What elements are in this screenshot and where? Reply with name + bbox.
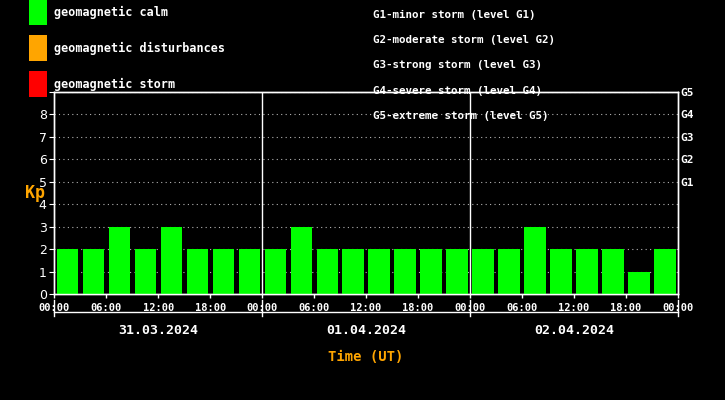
Text: geomagnetic storm: geomagnetic storm [54, 78, 175, 90]
Text: 02.04.2024: 02.04.2024 [534, 324, 614, 337]
Bar [629, 272, 650, 294]
Bar [654, 249, 676, 294]
Text: geomagnetic disturbances: geomagnetic disturbances [54, 42, 225, 54]
Bar [420, 249, 442, 294]
Bar [498, 249, 520, 294]
Bar [186, 249, 208, 294]
Text: G2-moderate storm (level G2): G2-moderate storm (level G2) [373, 35, 555, 45]
Bar [447, 249, 468, 294]
Bar [317, 249, 338, 294]
Text: 31.03.2024: 31.03.2024 [118, 324, 199, 337]
Text: G5-extreme storm (level G5): G5-extreme storm (level G5) [373, 111, 549, 121]
Y-axis label: Kp: Kp [25, 184, 44, 202]
Text: G1-minor storm (level G1): G1-minor storm (level G1) [373, 10, 536, 20]
Bar [394, 249, 415, 294]
Bar [368, 249, 390, 294]
Bar [291, 227, 312, 294]
Text: 01.04.2024: 01.04.2024 [326, 324, 406, 337]
Text: G3-strong storm (level G3): G3-strong storm (level G3) [373, 60, 542, 70]
Bar [473, 249, 494, 294]
Bar [342, 249, 364, 294]
Bar [576, 249, 597, 294]
Bar [524, 227, 546, 294]
Text: G4-severe storm (level G4): G4-severe storm (level G4) [373, 86, 542, 96]
Bar [83, 249, 104, 294]
Bar [550, 249, 571, 294]
Text: Time (UT): Time (UT) [328, 350, 404, 364]
Bar [602, 249, 624, 294]
Bar [161, 227, 182, 294]
Bar [135, 249, 156, 294]
Bar [109, 227, 130, 294]
Bar [239, 249, 260, 294]
Bar [212, 249, 234, 294]
Bar [57, 249, 78, 294]
Bar [265, 249, 286, 294]
Text: geomagnetic calm: geomagnetic calm [54, 6, 168, 18]
